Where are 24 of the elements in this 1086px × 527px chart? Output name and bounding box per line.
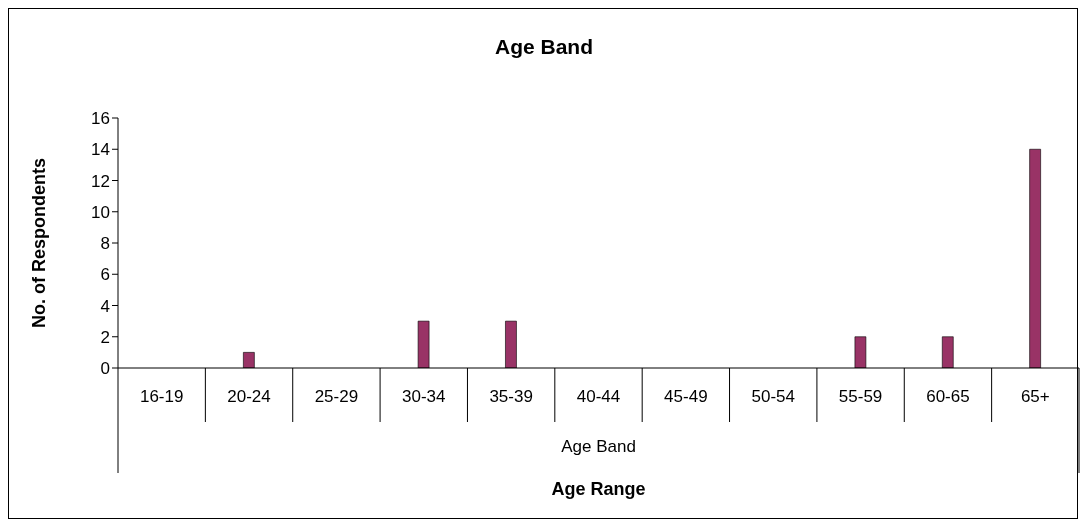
x-tick-label: 50-54: [751, 387, 795, 407]
y-tick-label: 0: [100, 359, 110, 379]
x-tick-label: 60-65: [926, 387, 970, 407]
y-tick-label: 10: [91, 202, 110, 222]
y-tick-label: 4: [100, 296, 110, 316]
x-axis-title: Age Range: [550, 479, 647, 500]
x-tick-label: 25-29: [314, 387, 359, 407]
x-tick-label: 30-34: [402, 387, 446, 407]
x-tick-label: 20-24: [227, 387, 271, 407]
y-tick-label: 8: [100, 234, 110, 254]
text: Age Band: [560, 437, 637, 457]
y-tick-label: 14: [91, 140, 110, 160]
chart-title: Age Band: [494, 35, 594, 59]
y-tick-label: 16: [91, 109, 110, 129]
x-tick-label: 35-39: [489, 387, 533, 407]
y-tick-label: 12: [91, 171, 110, 191]
x-tick-label: 45-49: [664, 387, 708, 407]
x-tick-label: 16-19: [139, 387, 184, 407]
y-tick-label: 6: [100, 265, 110, 285]
y-tick-label: 2: [100, 327, 110, 347]
x-tick-label: 55-59: [838, 387, 883, 407]
x-tick-label: 40-44: [576, 387, 621, 407]
y-axis-title: No. of Respondents: [29, 158, 50, 328]
x-tick-label: 65+: [1020, 387, 1050, 407]
